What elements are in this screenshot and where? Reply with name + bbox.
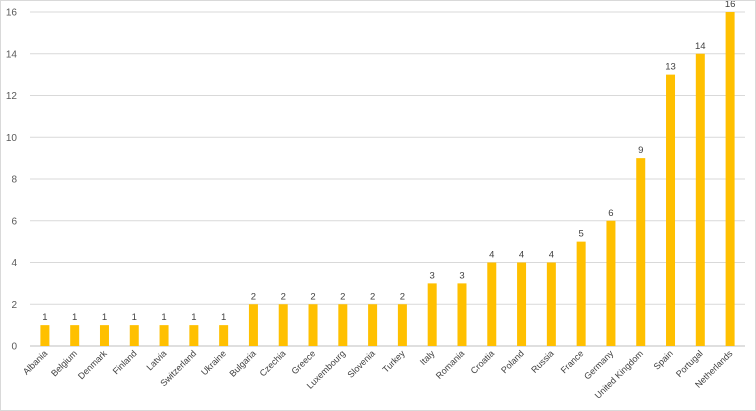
bar-poland <box>517 262 527 346</box>
data-label: 6 <box>608 208 613 219</box>
data-label: 4 <box>549 250 554 261</box>
data-label: 4 <box>519 250 524 261</box>
x-category-label: Greece <box>289 348 317 376</box>
gridlines <box>30 11 745 347</box>
data-label: 1 <box>191 312 196 323</box>
bar-finland <box>129 325 139 346</box>
bar-germany <box>606 220 616 346</box>
data-label: 16 <box>725 1 736 10</box>
x-category-label: Albania <box>21 348 49 376</box>
data-label: 3 <box>430 270 435 281</box>
y-tick-label: 14 <box>6 49 18 60</box>
x-category-label: Latvia <box>144 348 168 372</box>
y-tick-label: 4 <box>11 258 17 269</box>
x-category-label: Slovenia <box>346 348 377 379</box>
y-tick-label: 8 <box>11 175 17 186</box>
y-tick-label: 6 <box>11 216 17 227</box>
y-tick-label: 0 <box>11 342 17 353</box>
bar-switzerland <box>189 325 199 346</box>
bar-belgium <box>70 325 80 346</box>
x-category-label: Belgium <box>49 348 79 378</box>
data-label: 1 <box>102 312 107 323</box>
data-label: 3 <box>459 270 464 281</box>
x-category-label: France <box>559 348 586 375</box>
data-label: 2 <box>340 291 345 302</box>
data-label: 2 <box>370 291 375 302</box>
bar-slovenia <box>368 304 378 346</box>
data-label: 1 <box>72 312 77 323</box>
data-label: 1 <box>42 312 47 323</box>
data-label: 9 <box>638 145 643 156</box>
data-labels: 1 1 1 1 1 1 1 2 2 2 2 2 2 3 3 4 4 4 5 6 9 13 14 16 <box>42 1 735 323</box>
x-category-label: Spain <box>652 348 675 371</box>
data-label: 2 <box>281 291 286 302</box>
bar-spain <box>666 74 676 346</box>
x-category-label: Ukraine <box>199 348 228 377</box>
data-label: 2 <box>310 291 315 302</box>
bar-denmark <box>99 325 109 346</box>
data-label: 5 <box>578 229 583 240</box>
data-label: 13 <box>665 62 676 73</box>
bar-croatia <box>487 262 497 346</box>
x-category-label: Bulgaria <box>227 348 257 378</box>
data-label: 1 <box>161 312 166 323</box>
bar-ukraine <box>219 325 229 346</box>
y-tick-label: 10 <box>6 133 18 144</box>
x-category-label: Denmark <box>76 348 109 381</box>
y-axis-ticks: 0 2 4 6 8 10 12 14 16 <box>6 8 18 353</box>
y-tick-label: 2 <box>11 300 17 311</box>
data-label: 4 <box>489 250 494 261</box>
data-label: 1 <box>221 312 226 323</box>
bar-netherlands <box>725 12 735 346</box>
data-label: 2 <box>251 291 256 302</box>
x-category-label: Croatia <box>469 348 497 376</box>
bar-greece <box>308 304 318 346</box>
y-tick-label: 16 <box>6 8 18 19</box>
bar-italy <box>427 283 437 346</box>
bar-united-kingdom <box>636 158 646 346</box>
bar-bulgaria <box>248 304 258 346</box>
x-category-label: Italy <box>418 348 437 367</box>
bar-russia <box>546 262 556 346</box>
bar-luxembourg <box>338 304 348 346</box>
bars <box>40 12 735 346</box>
x-category-label: Romania <box>434 348 467 381</box>
data-label: 14 <box>695 41 706 52</box>
data-label: 2 <box>400 291 405 302</box>
x-category-label: Turkey <box>381 348 408 375</box>
bar-portugal <box>695 53 705 346</box>
bar-turkey <box>397 304 407 346</box>
x-category-label: Russia <box>529 348 556 375</box>
data-label: 1 <box>132 312 137 323</box>
y-tick-label: 12 <box>6 91 18 102</box>
bar-czechia <box>278 304 288 346</box>
bar-romania <box>457 283 467 346</box>
bar-france <box>576 241 586 346</box>
x-category-label: Poland <box>499 348 526 375</box>
x-category-label: Czechia <box>258 348 288 378</box>
bar-albania <box>40 325 50 346</box>
bar-latvia <box>159 325 169 346</box>
x-category-label: Finland <box>111 348 139 376</box>
